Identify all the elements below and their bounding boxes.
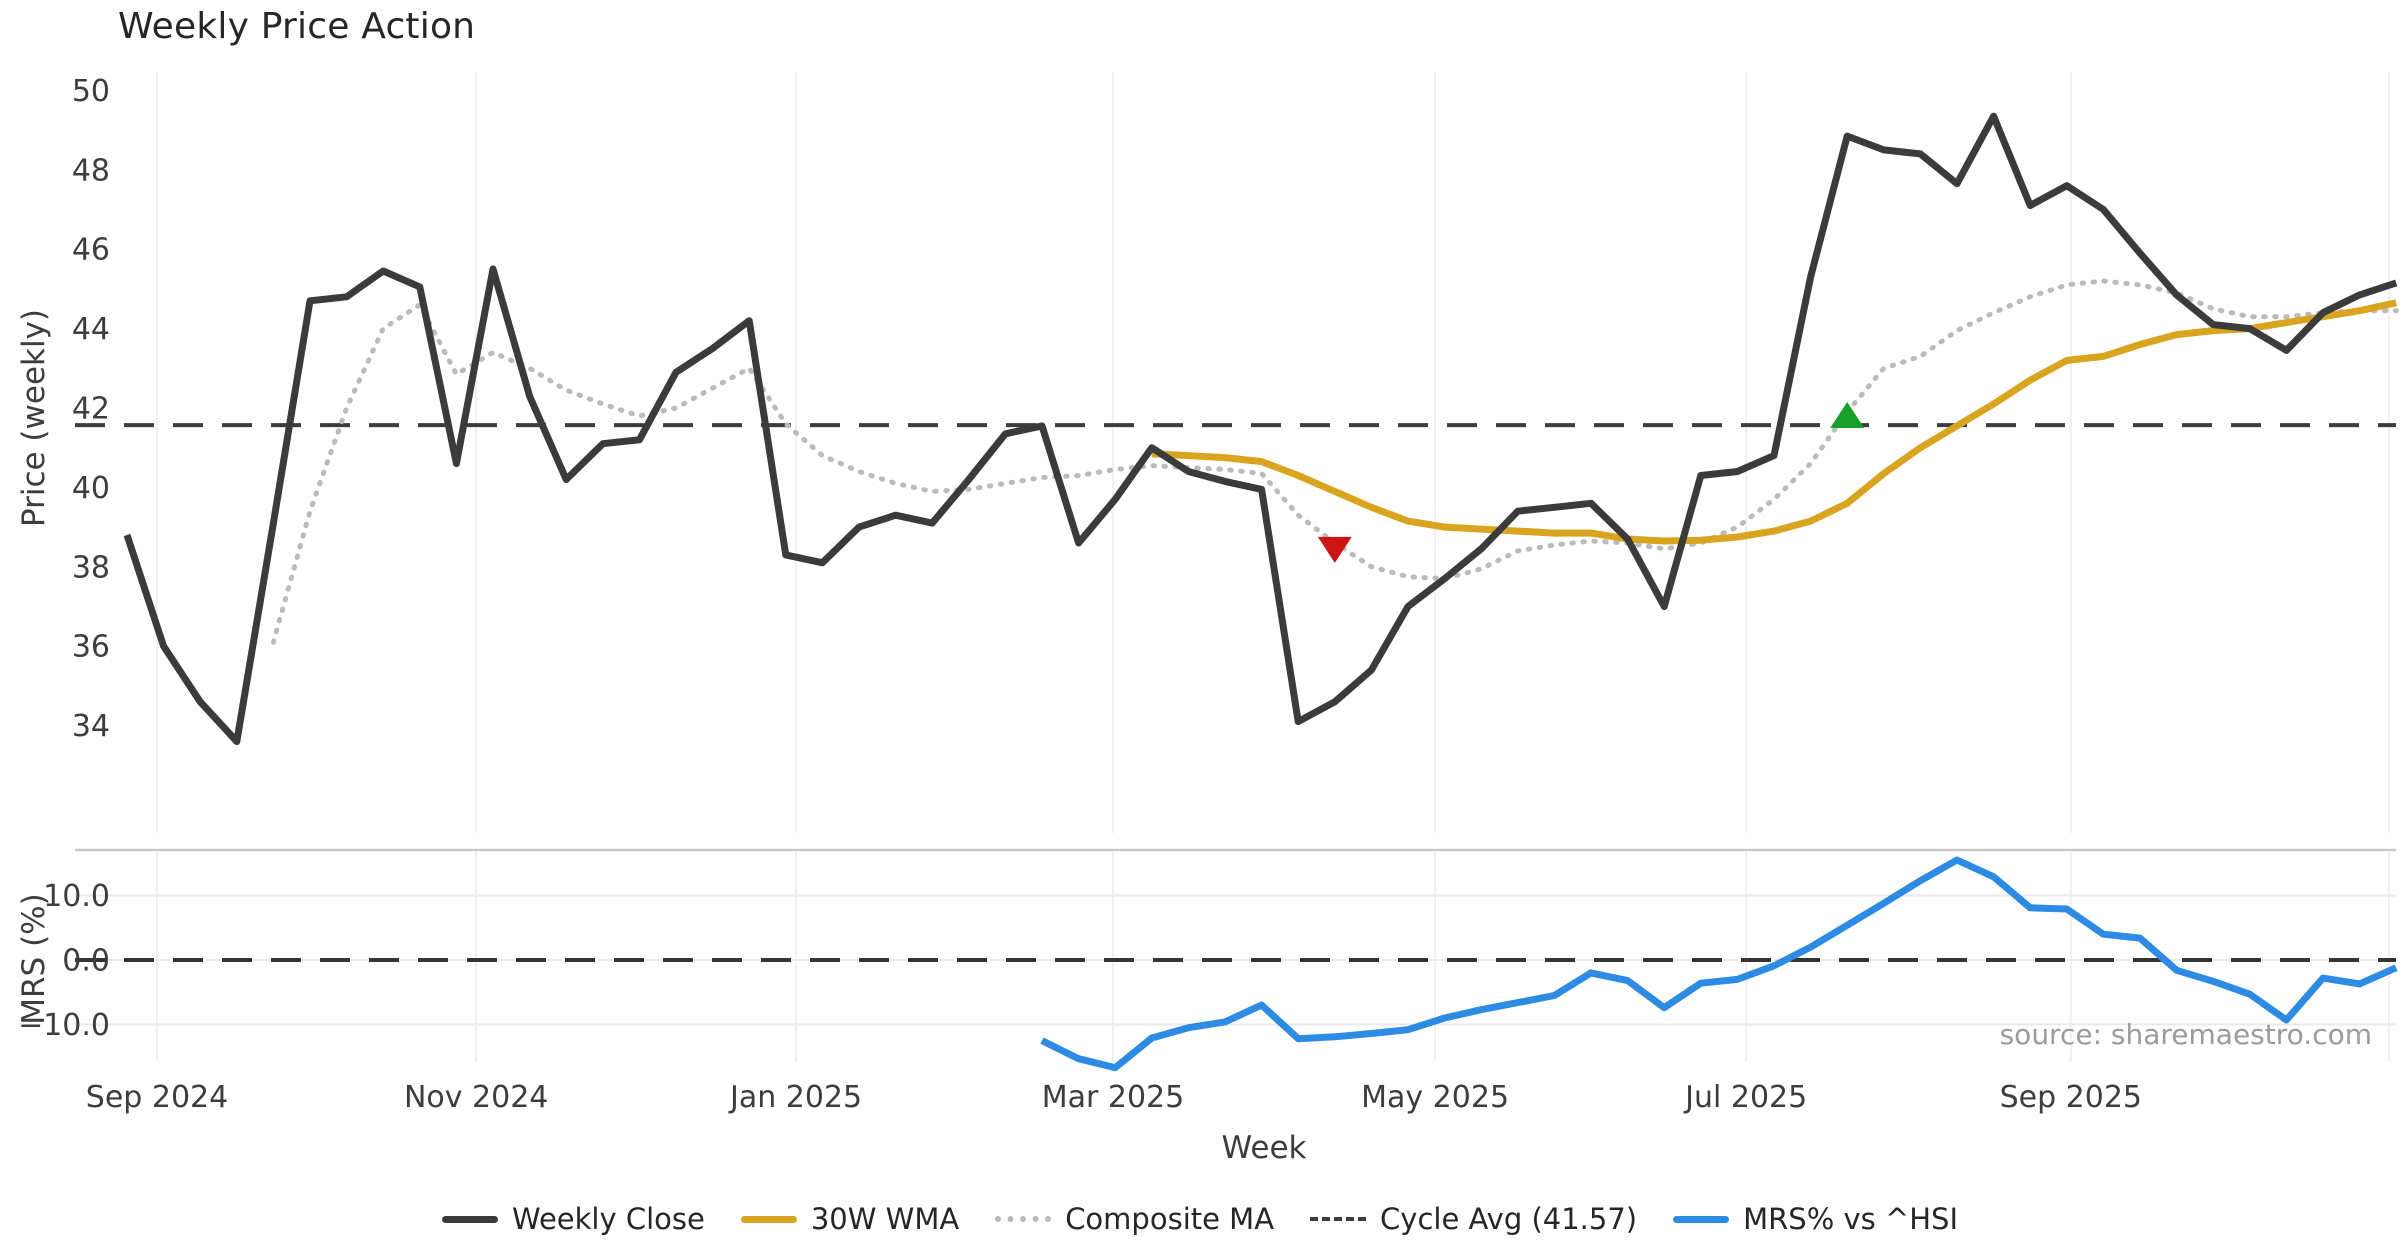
price-ytick-label: 46 <box>72 233 110 268</box>
chart-title: Weekly Price Action <box>118 6 476 47</box>
price-ytick-label: 34 <box>72 709 110 744</box>
x-tick-label: Sep 2025 <box>2000 1080 2142 1115</box>
legend-item-weekly-close: Weekly Close <box>441 1202 705 1236</box>
price-ytick-label: 40 <box>72 471 110 506</box>
legend-label: MRS% vs ^HSI <box>1743 1202 1959 1236</box>
wma-line-swatch <box>740 1215 797 1223</box>
mrs-ytick-label: 10.0 <box>43 879 110 914</box>
legend-item-composite-ma: Composite MA <box>995 1202 1274 1236</box>
x-tick-label: Mar 2025 <box>1042 1080 1185 1115</box>
legend-item-cycle-avg: Cycle Avg (41.57) <box>1310 1202 1637 1236</box>
legend-label: 30W WMA <box>810 1202 960 1236</box>
x-tick-label: Nov 2024 <box>404 1080 548 1115</box>
composite-ma-line-swatch <box>995 1216 1052 1222</box>
legend-label: Cycle Avg (41.57) <box>1380 1202 1638 1236</box>
price-ytick-label: 50 <box>72 74 110 109</box>
x-tick-label: Jul 2025 <box>1683 1080 1807 1115</box>
mrs-ytick-label: −10.0 <box>18 1008 110 1043</box>
price-ytick-label: 42 <box>72 392 110 427</box>
weekly-close-line <box>123 112 2398 745</box>
price-axis-label: Price (weekly) <box>16 308 52 528</box>
price-ytick-label: 48 <box>72 153 110 188</box>
mrs-ytick-label: 0.0 <box>62 944 110 979</box>
price-ytick-label: 36 <box>72 630 110 665</box>
mrs-line <box>1040 856 2398 1072</box>
buy-signal-marker <box>1830 401 1865 428</box>
cycle-avg-line-swatch <box>1310 1217 1367 1221</box>
mrs-axis-label: MRS (%) <box>16 893 52 1025</box>
week-axis-label: Week <box>1221 1130 1307 1166</box>
legend: Weekly Close 30W WMA Composite MA Cycle … <box>0 1202 2400 1236</box>
x-tick-label: Sep 2024 <box>86 1080 228 1115</box>
legend-item-30w-wma: 30W WMA <box>740 1202 960 1236</box>
wma-line <box>1151 299 2397 545</box>
weekly-close-line-swatch <box>441 1215 498 1223</box>
legend-label: Composite MA <box>1065 1202 1275 1236</box>
sell-signal-marker <box>1317 536 1352 563</box>
composite-ma-line <box>270 278 2399 645</box>
x-tick-label: Jan 2025 <box>728 1080 862 1115</box>
price-ytick-label: 38 <box>72 550 110 585</box>
source-watermark: source: sharemaestro.com <box>1999 1018 2372 1051</box>
mrs-line-swatch <box>1673 1215 1730 1223</box>
price-ytick-label: 44 <box>72 312 110 347</box>
legend-label: Weekly Close <box>511 1202 705 1236</box>
x-tick-label: May 2025 <box>1361 1080 1509 1115</box>
legend-item-mrs: MRS% vs ^HSI <box>1673 1202 1958 1236</box>
